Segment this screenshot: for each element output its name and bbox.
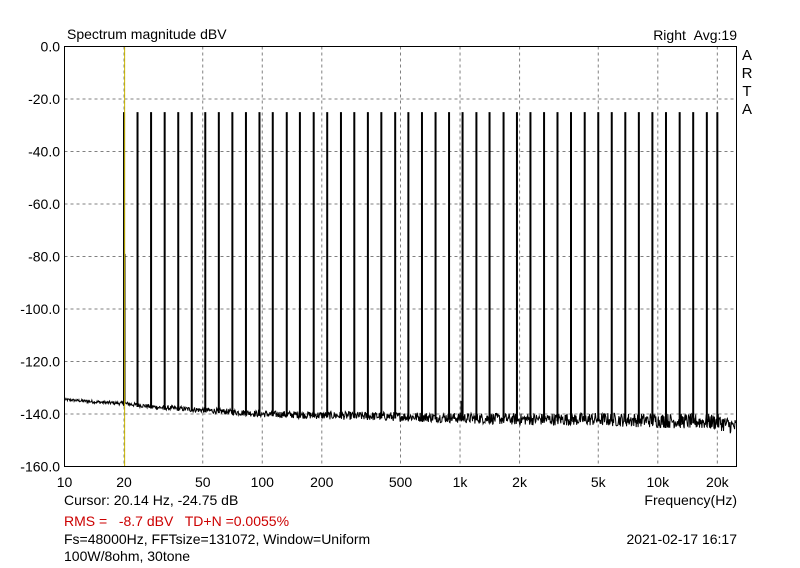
x-tick-labels: 10 20 50 100 200 500 1k 2k 5k 10k 20k: [57, 474, 730, 490]
x-tick-label: 200: [310, 474, 334, 490]
x-tick-label: 1k: [453, 474, 469, 490]
cursor-readout: Cursor: 20.14 Hz, -24.75 dB: [64, 492, 239, 508]
x-tick-label: 2k: [512, 474, 528, 490]
timestamp: 2021-02-17 16:17: [626, 531, 737, 547]
tone-peaks-layer: [123, 112, 719, 424]
chart-title: Spectrum magnitude dBV: [67, 26, 227, 42]
x-tick-label: 20: [116, 474, 132, 490]
average-label: Avg:19: [693, 27, 737, 43]
x-tick-label: 5k: [591, 474, 607, 490]
y-tick-label: -140.0: [20, 406, 60, 422]
y-tick-label: 0.0: [41, 39, 61, 55]
brand-letter: A: [741, 101, 752, 118]
brand-letter: T: [742, 83, 752, 100]
x-tick-label: 500: [389, 474, 413, 490]
brand-letter: R: [741, 65, 753, 82]
x-tick-label: 10: [57, 474, 73, 490]
y-tick-labels: 0.0 -20.0 -40.0 -60.0 -80.0 -100.0 -120.0 -140.…: [20, 39, 60, 475]
rms-thdn-readout: RMS = -8.7 dBV TD+N =0.0055%: [64, 513, 290, 529]
fft-settings-readout: Fs=48000Hz, FFTsize=131072, Window=Unifo…: [64, 531, 371, 547]
channel-label: Right: [653, 27, 686, 43]
x-tick-label: 100: [251, 474, 275, 490]
x-axis-label: Frequency(Hz): [644, 492, 737, 508]
y-tick-label: -20.0: [28, 91, 60, 107]
y-tick-label: -40.0: [28, 144, 60, 160]
brand-letter: A: [741, 47, 752, 64]
x-tick-label: 20k: [706, 474, 730, 490]
y-tick-label: -60.0: [28, 196, 60, 212]
plot-frame: [64, 46, 737, 467]
channel-average-info: Right Avg:19: [653, 27, 737, 43]
arta-brand-logo: A R T A: [740, 47, 754, 119]
x-tick-label: 10k: [647, 474, 671, 490]
measurement-note: 100W/8ohm, 30tone: [64, 548, 191, 564]
x-tick-label: 50: [195, 474, 211, 490]
y-tick-label: -160.0: [20, 459, 60, 475]
y-tick-label: -80.0: [28, 249, 60, 265]
y-tick-label: -100.0: [20, 301, 60, 317]
y-tick-label: -120.0: [20, 354, 60, 370]
